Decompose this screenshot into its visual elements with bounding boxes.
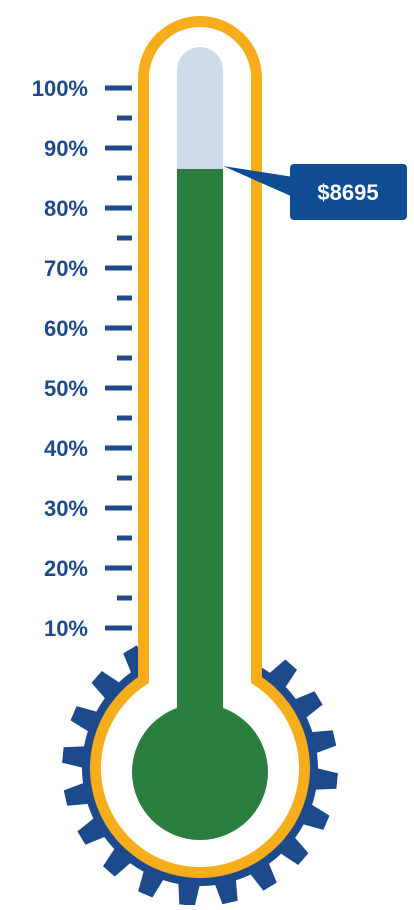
scale-minor-tick [117,355,132,361]
scale-label: 20% [44,556,88,581]
scale-label: 90% [44,136,88,161]
scale-label: 80% [44,196,88,221]
scale-major-tick [105,265,132,271]
scale-minor-tick [117,235,132,241]
scale-label: 60% [44,316,88,341]
scale-label: 70% [44,256,88,281]
scale-minor-tick [117,175,132,181]
callout-pointer [223,166,300,200]
scale-minor-tick [117,115,132,121]
scale-label: 10% [44,616,88,641]
scale-major-tick [105,505,132,511]
scale-major-tick [105,85,132,91]
scale-major-tick [105,145,132,151]
scale-minor-tick [117,595,132,601]
scale-minor-tick [117,535,132,541]
scale-minor-tick [117,415,132,421]
callout-box [290,164,407,220]
scale-major-tick [105,385,132,391]
scale-major-tick [105,565,132,571]
scale: 100% 90% 80% 70% 60% 50% 40% 30% 20% 10% [32,76,132,641]
bulb-fill [132,704,268,840]
scale-minor-tick [117,475,132,481]
scale-major-tick [105,205,132,211]
scale-major-tick [105,325,132,331]
scale-label: 30% [44,496,88,521]
scale-label: 100% [32,76,88,101]
scale-major-tick [105,445,132,451]
progress-fill [177,169,223,747]
scale-major-tick [105,625,132,631]
scale-label: 50% [44,376,88,401]
scale-label: 40% [44,436,88,461]
amount-raised: $8695 [317,180,378,205]
scale-minor-tick [117,295,132,301]
